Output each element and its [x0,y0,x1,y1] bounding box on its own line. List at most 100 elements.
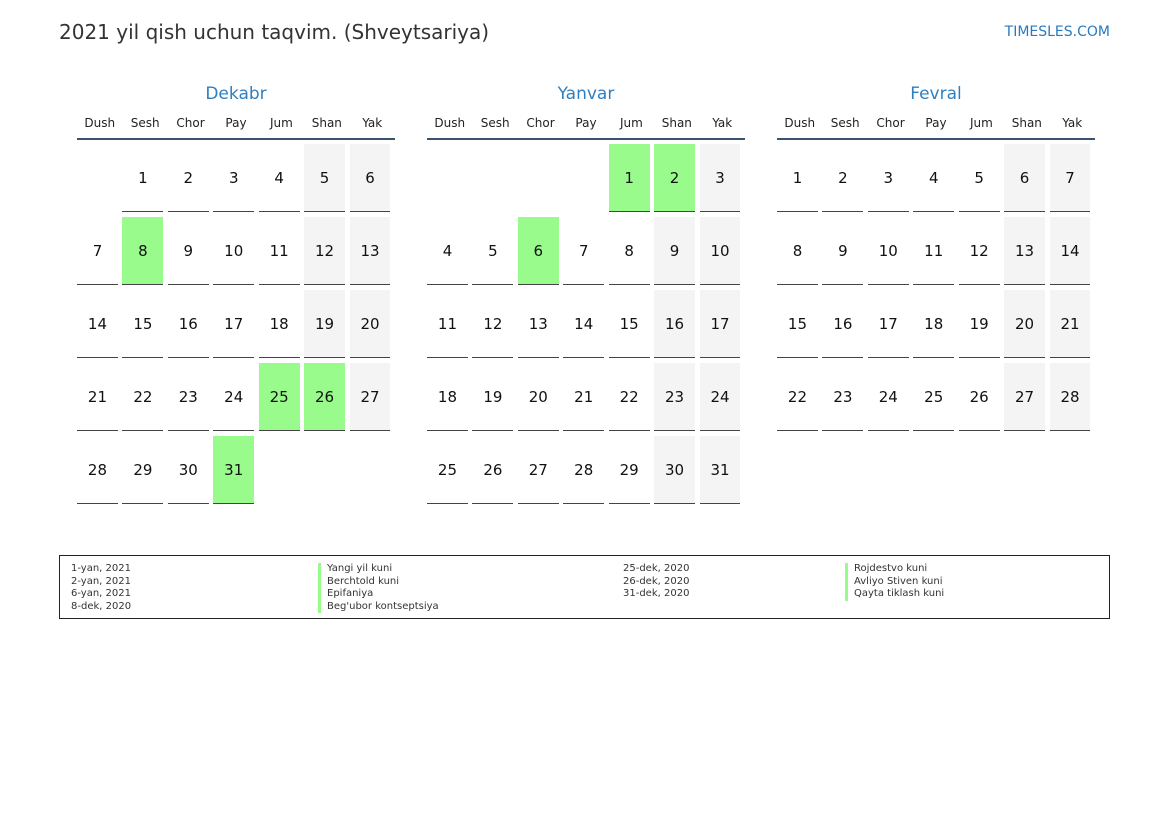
holiday-date: 31-dek, 2020 [623,588,690,599]
day-cell[interactable]: 6 [349,144,391,212]
day-cell[interactable]: 10 [867,217,909,285]
day-cell[interactable]: 11 [258,217,300,285]
weekday-label: Pay [575,116,597,130]
day-cell[interactable]: 24 [867,363,909,431]
day-cell[interactable]: 5 [472,217,514,285]
day-cell[interactable]: 7 [563,217,605,285]
day-cell[interactable]: 22 [777,363,818,431]
day-cell[interactable]: 5 [958,144,1000,212]
day-cell[interactable]: 1 [777,144,818,212]
weekday-label: Chor [176,116,205,130]
day-cell[interactable]: 8 [122,217,164,285]
day-cell[interactable]: 3 [867,144,909,212]
day-cell[interactable]: 9 [654,217,696,285]
day-cell[interactable]: 8 [777,217,818,285]
day-cell[interactable]: 22 [122,363,164,431]
day-cell[interactable]: 1 [608,144,650,212]
day-cell[interactable]: 20 [1004,290,1046,358]
day-cell[interactable]: 28 [1049,363,1091,431]
day-cell[interactable]: 19 [304,290,346,358]
day-cell[interactable]: 13 [517,290,559,358]
day-cell[interactable]: 4 [913,144,955,212]
day-cell[interactable]: 19 [472,363,514,431]
day-cell[interactable]: 30 [654,436,696,504]
day-cell[interactable]: 31 [213,436,255,504]
holiday-name: Berchtold kuni [318,575,439,588]
day-cell[interactable]: 13 [349,217,391,285]
day-cell[interactable]: 7 [1049,144,1091,212]
day-cell[interactable]: 2 [822,144,864,212]
day-cell[interactable]: 29 [122,436,164,504]
day-cell[interactable]: 14 [563,290,605,358]
day-cell[interactable]: 26 [472,436,514,504]
day-cell[interactable]: 27 [349,363,391,431]
empty-cell [259,436,300,504]
day-cell[interactable]: 27 [517,436,559,504]
day-cell[interactable]: 6 [1004,144,1046,212]
day-cell[interactable]: 17 [213,290,255,358]
day-cell[interactable]: 11 [427,290,468,358]
day-cell[interactable]: 10 [213,217,255,285]
day-cell[interactable]: 20 [517,363,559,431]
day-cell[interactable]: 14 [1049,217,1091,285]
day-cell[interactable]: 29 [608,436,650,504]
day-cell[interactable]: 22 [608,363,650,431]
day-cell[interactable]: 17 [699,290,741,358]
day-cell[interactable]: 9 [822,217,864,285]
day-cell[interactable]: 18 [427,363,468,431]
day-cell[interactable]: 4 [258,144,300,212]
month-dekabr: Dekabr Dush Sesh Chor Pay Jum Shan Yak 1 2 3 4 5 6 7 8 9… [77,84,395,509]
day-cell[interactable]: 27 [1004,363,1046,431]
day-cell[interactable]: 15 [122,290,164,358]
day-cell[interactable]: 21 [1049,290,1091,358]
brand-link[interactable]: TIMESLES.COM [1004,24,1110,40]
day-cell[interactable]: 21 [77,363,118,431]
day-cell[interactable]: 11 [913,217,955,285]
day-cell[interactable]: 10 [699,217,741,285]
day-cell[interactable]: 12 [958,217,1000,285]
day-cell[interactable]: 23 [167,363,209,431]
day-cell[interactable]: 8 [608,217,650,285]
day-cell[interactable]: 24 [699,363,741,431]
day-cell[interactable]: 20 [349,290,391,358]
day-cell[interactable]: 2 [167,144,209,212]
day-cell[interactable]: 6 [517,217,559,285]
day-cell[interactable]: 16 [822,290,864,358]
day-cell[interactable]: 17 [867,290,909,358]
day-cell[interactable]: 13 [1004,217,1046,285]
day-cell[interactable]: 12 [472,290,514,358]
day-cell[interactable]: 3 [699,144,741,212]
day-cell[interactable]: 5 [304,144,346,212]
weekday-header: Dush Sesh Chor Pay Jum Shan Yak [77,108,395,140]
holiday-date: 26-dek, 2020 [623,575,690,587]
day-cell[interactable]: 1 [122,144,164,212]
day-cell[interactable]: 9 [167,217,209,285]
day-cell[interactable]: 4 [427,217,468,285]
day-cell[interactable]: 18 [258,290,300,358]
day-cell[interactable]: 15 [608,290,650,358]
day-cell[interactable]: 7 [77,217,118,285]
day-cell[interactable]: 31 [699,436,741,504]
day-cell[interactable]: 14 [77,290,118,358]
day-cell[interactable]: 24 [213,363,255,431]
day-cell[interactable]: 12 [304,217,346,285]
day-cell[interactable]: 16 [167,290,209,358]
day-cell[interactable]: 28 [563,436,605,504]
day-cell[interactable]: 23 [822,363,864,431]
day-cell[interactable]: 28 [77,436,118,504]
day-cell[interactable]: 25 [913,363,955,431]
day-cell[interactable]: 26 [304,363,346,431]
day-cell[interactable]: 26 [958,363,1000,431]
day-cell[interactable]: 19 [958,290,1000,358]
day-cell[interactable]: 2 [654,144,696,212]
day-cell[interactable]: 15 [777,290,818,358]
day-cell[interactable]: 25 [427,436,468,504]
day-cell[interactable]: 3 [213,144,255,212]
day-cell[interactable]: 25 [258,363,300,431]
day-cell[interactable]: 30 [167,436,209,504]
day-cell[interactable]: 16 [654,290,696,358]
weekday-label: Sesh [480,116,510,130]
day-cell[interactable]: 23 [654,363,696,431]
day-cell[interactable]: 18 [913,290,955,358]
day-cell[interactable]: 21 [563,363,605,431]
